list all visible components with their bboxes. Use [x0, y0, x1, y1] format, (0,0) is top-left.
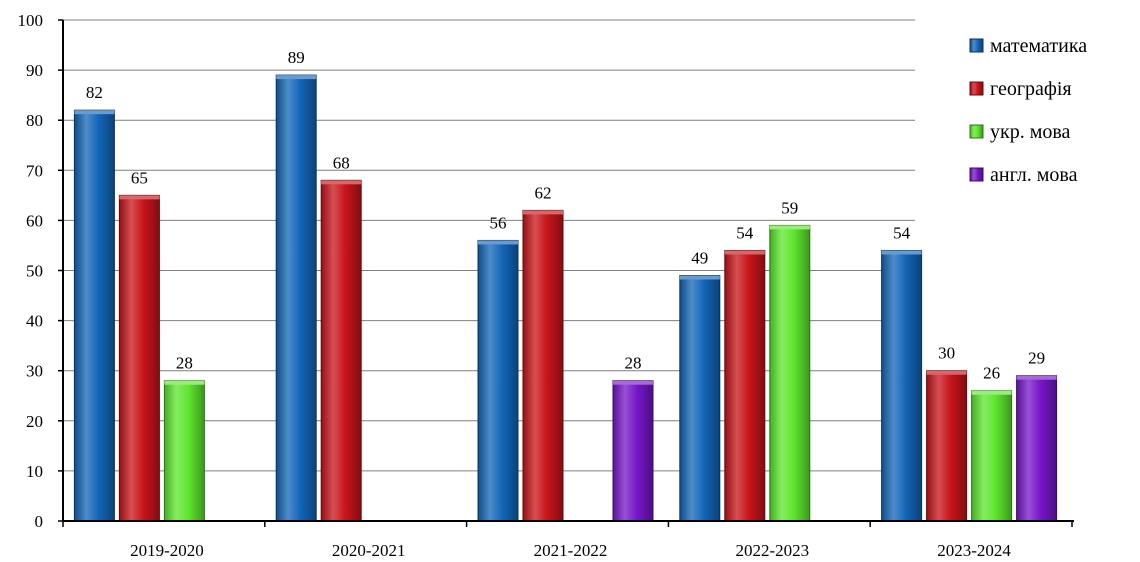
y-tick-labels: 0 10 20 30 40 50 60 70 80 90 100	[18, 11, 44, 531]
y-tick-label: 70	[26, 161, 43, 180]
data-label: 59	[781, 198, 798, 217]
x-tick-label: 2019-2020	[130, 541, 204, 560]
y-tick-label: 30	[26, 362, 43, 381]
legend-label: географія	[990, 78, 1072, 100]
axes	[58, 19, 1074, 527]
bar	[881, 249, 923, 522]
y-tick-label: 40	[26, 312, 43, 331]
bar-top	[478, 240, 518, 245]
bar	[118, 194, 160, 522]
bar	[320, 179, 362, 522]
y-tick-label: 80	[26, 111, 43, 130]
bar	[477, 239, 519, 522]
bar-top	[164, 380, 205, 385]
x-tick-label: 2023-2024	[937, 541, 1011, 560]
bar-top	[321, 180, 362, 185]
bar-top	[523, 210, 563, 215]
bar	[724, 249, 766, 522]
data-label: 82	[86, 83, 103, 102]
legend-label: англ. мова	[990, 164, 1078, 186]
data-label: 65	[131, 168, 148, 187]
bar	[612, 380, 654, 522]
y-tick-label: 10	[26, 462, 43, 481]
data-label: 29	[1028, 349, 1045, 368]
bar-top	[74, 110, 115, 115]
x-tick-labels: 2019-2020 2020-2021 2021-2022 2022-2023 2023…	[130, 541, 1011, 560]
bar-top	[971, 390, 1012, 395]
bar-top	[613, 380, 653, 385]
y-tick-label: 0	[35, 512, 44, 531]
data-label: 89	[288, 48, 305, 67]
bar-top	[926, 370, 967, 375]
data-label: 49	[691, 249, 708, 268]
y-tick-label: 20	[26, 412, 43, 431]
data-label: 26	[983, 364, 1000, 383]
bar	[971, 390, 1013, 522]
legend-swatch	[969, 167, 984, 182]
bar	[1016, 375, 1058, 522]
data-label: 28	[625, 354, 642, 373]
bar	[679, 275, 721, 522]
data-label: 56	[490, 213, 507, 232]
bar	[163, 380, 205, 522]
bar	[73, 109, 115, 522]
legend-label: укр. мова	[990, 121, 1071, 143]
bar-top	[679, 275, 720, 280]
x-tick-label: 2020-2021	[332, 541, 406, 560]
data-label: 62	[535, 183, 552, 202]
data-label: 30	[938, 344, 955, 363]
y-tick-label: 50	[26, 262, 43, 281]
bar-top	[724, 250, 765, 255]
y-tick-label: 90	[26, 61, 43, 80]
legend: математика географія укр. мова англ. мова	[969, 35, 1087, 186]
data-label: 54	[736, 223, 754, 242]
data-labels: 82 65 28 89 68 56 62 28 49 54 59 54 30 26 29	[86, 48, 1045, 383]
bar-top	[276, 75, 317, 80]
bar	[926, 370, 968, 522]
bar	[522, 209, 564, 522]
legend-label: математика	[990, 35, 1087, 57]
y-tick-label: 60	[26, 211, 43, 230]
x-tick-label: 2022-2023	[735, 541, 809, 560]
bar	[769, 224, 811, 522]
legend-swatch	[969, 38, 984, 53]
data-label: 68	[333, 153, 350, 172]
bar	[275, 74, 317, 522]
bar-top	[881, 250, 922, 255]
x-tick-label: 2021-2022	[534, 541, 608, 560]
y-tick-label: 100	[18, 11, 44, 30]
data-label: 54	[893, 223, 911, 242]
legend-swatch	[969, 124, 984, 139]
bars	[73, 74, 1058, 522]
legend-swatch	[969, 81, 984, 96]
bar-top	[769, 225, 810, 230]
bar-top	[1016, 375, 1057, 380]
bar-top	[119, 195, 160, 200]
data-label: 28	[176, 354, 193, 373]
